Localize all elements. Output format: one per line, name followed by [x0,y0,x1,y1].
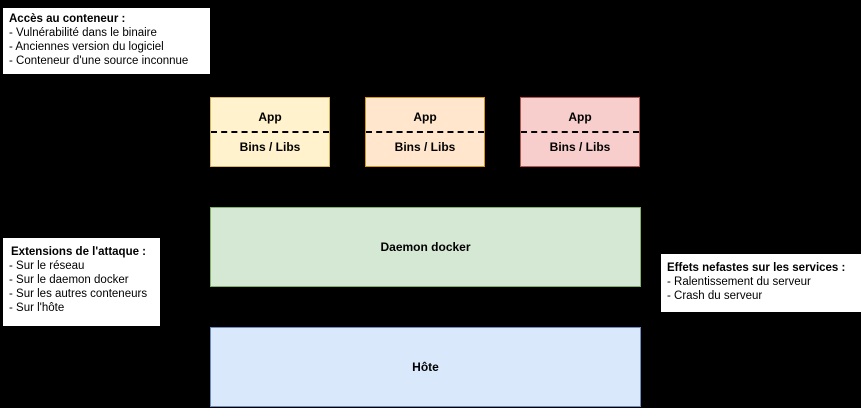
container-app-2: App Bins / Libs [365,97,485,167]
note-title: Effets nefastes sur les services : [667,262,846,274]
note-effets-nefastes: Effets nefastes sur les services : Ralen… [661,254,861,312]
container-divider [521,131,639,133]
container-divider [211,131,329,133]
note-title: Extensions de l'attaque : [11,246,147,258]
list-item: Sur le réseau [9,259,154,273]
list-item: Anciennes version du logiciel [9,40,204,54]
note-list: Vulnérabilité dans le binaire Anciennes … [9,26,204,68]
host-label: Hôte [412,360,439,374]
list-item: Sur l'hôte [9,301,154,315]
note-list: Sur le réseau Sur le daemon docker Sur l… [9,259,154,315]
libs-label: Bins / Libs [394,140,456,154]
list-item: Ralentissement du serveur [667,275,855,289]
host-layer: Hôte [210,327,641,407]
list-item: Sur les autres conteneurs [9,287,154,301]
note-list: Ralentissement du serveur Crash du serve… [667,275,855,303]
app-label: App [568,110,592,124]
daemon-docker-label: Daemon docker [380,240,471,254]
container-app-3: App Bins / Libs [520,97,640,167]
note-title: Accès au conteneur : [9,13,126,25]
list-item: Crash du serveur [667,289,855,303]
list-item: Sur le daemon docker [9,273,154,287]
container-app-1: App Bins / Libs [210,97,330,167]
app-label: App [413,110,437,124]
note-extensions-attaque: Extensions de l'attaque : Sur le réseau … [3,238,160,326]
note-acces-conteneur: Accès au conteneur : Vulnérabilité dans … [3,8,210,74]
libs-label: Bins / Libs [239,140,301,154]
container-divider [366,131,484,133]
app-label: App [258,110,282,124]
libs-label: Bins / Libs [549,140,611,154]
list-item: Conteneur d'une source inconnue [9,54,204,68]
daemon-docker-layer: Daemon docker [210,207,641,287]
list-item: Vulnérabilité dans le binaire [9,26,204,40]
